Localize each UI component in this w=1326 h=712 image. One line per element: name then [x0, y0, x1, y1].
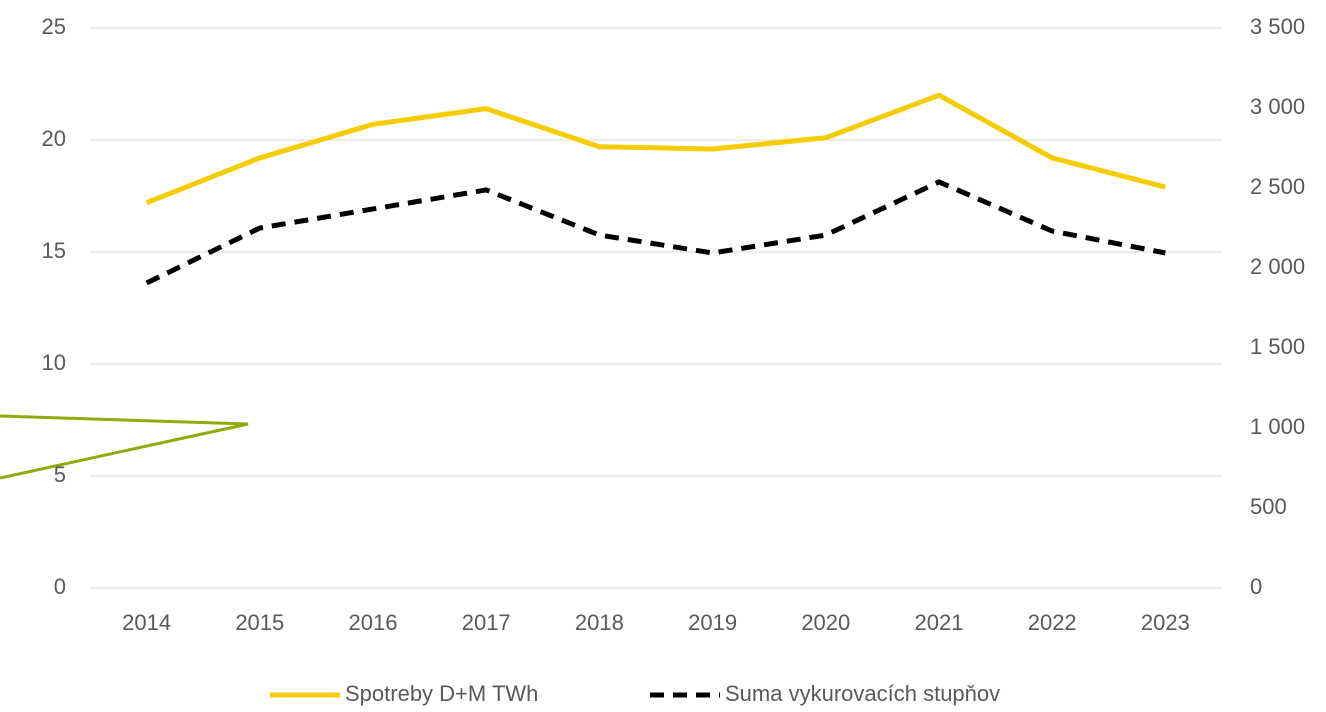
callout-pointer — [0, 414, 249, 480]
series-line — [145, 92, 1167, 206]
y2-tick-label: 0 — [1250, 574, 1262, 599]
legend-label: Spotreby D+M TWh — [345, 681, 538, 706]
x-tick-label: 2015 — [235, 610, 284, 635]
y2-tick-label: 2 500 — [1250, 174, 1305, 199]
y2-tick-label: 2 000 — [1250, 254, 1305, 279]
y-tick-label: 0 — [54, 574, 66, 599]
y-tick-label: 5 — [54, 462, 66, 487]
x-tick-label: 2021 — [915, 610, 964, 635]
series-line — [145, 179, 1166, 286]
x-tick-label: 2016 — [349, 610, 398, 635]
x-tick-label: 2017 — [462, 610, 511, 635]
x-tick-label: 2023 — [1141, 610, 1190, 635]
legend-label: Suma vykurovacích stupňov — [725, 681, 1000, 706]
x-tick-label: 2014 — [122, 610, 171, 635]
x-tick-label: 2019 — [688, 610, 737, 635]
y-tick-label: 10 — [42, 350, 66, 375]
y-tick-label: 25 — [42, 14, 66, 39]
x-tick-label: 2020 — [801, 610, 850, 635]
y2-tick-label: 3 500 — [1250, 14, 1305, 39]
x-tick-label: 2022 — [1028, 610, 1077, 635]
y2-tick-label: 500 — [1250, 494, 1287, 519]
x-tick-label: 2018 — [575, 610, 624, 635]
y-tick-label: 20 — [42, 126, 66, 151]
y2-tick-label: 1 000 — [1250, 414, 1305, 439]
y-tick-label: 15 — [42, 238, 66, 263]
y2-tick-label: 1 500 — [1250, 334, 1305, 359]
y2-tick-label: 3 000 — [1250, 94, 1305, 119]
